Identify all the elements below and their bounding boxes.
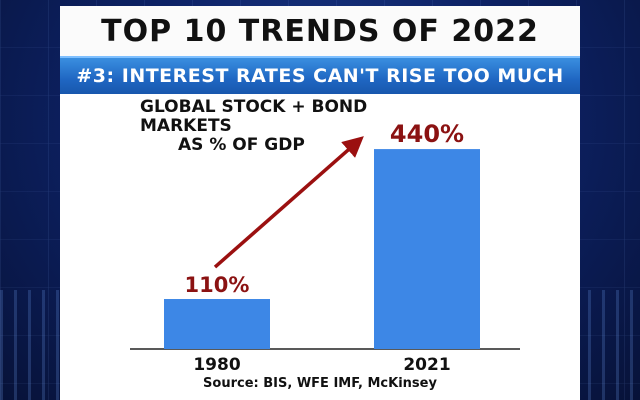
bar-1980 (164, 299, 270, 349)
chart-source: Source: BIS, WFE IMF, McKinsey (203, 376, 437, 391)
slide-title: TOP 10 TRENDS OF 2022 (60, 6, 580, 56)
bar-2021 (374, 149, 480, 349)
tick-label-1980: 1980 (193, 355, 240, 375)
chart-title-line-2: AS % OF GDP (178, 135, 305, 155)
slide-subtitle-banner: #3: INTEREST RATES CAN'T RISE TOO MUCH (60, 56, 580, 94)
data-label-1980: 110% (185, 273, 250, 297)
chart-svg: 110% 1980 440% 2021 (130, 120, 520, 375)
chart-title: GLOBAL STOCK + BOND MARKETS AS % OF GDP (140, 98, 420, 155)
chart-title-line-1: GLOBAL STOCK + BOND MARKETS (140, 97, 368, 136)
chart: GLOBAL STOCK + BOND MARKETS AS % OF GDP … (60, 92, 580, 400)
tick-label-2021: 2021 (403, 355, 450, 375)
data-label-2021: 440% (390, 120, 464, 148)
slide-card: TOP 10 TRENDS OF 2022 #3: INTEREST RATES… (60, 6, 580, 400)
growth-arrow (213, 136, 364, 269)
